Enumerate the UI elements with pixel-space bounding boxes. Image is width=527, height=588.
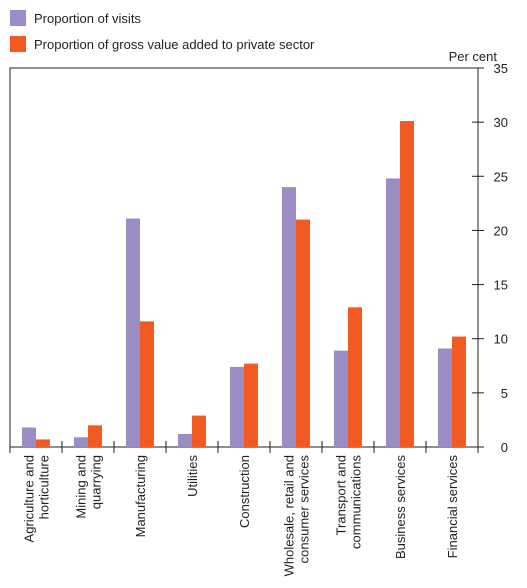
x-category-label-line: Mining and: [74, 455, 89, 519]
legend: Proportion of visits Proportion of gross…: [10, 8, 314, 60]
bar-gva-1: [88, 425, 102, 447]
x-category-label-line: quarrying: [89, 455, 104, 509]
x-category-label-line: horticulture: [37, 455, 52, 519]
x-category-label-line: Utilities: [185, 455, 200, 497]
bar-gva-4: [244, 363, 258, 447]
x-category-label: Wholesale, retail andconsumer services: [282, 455, 312, 577]
x-category-label: Manufacturing: [133, 455, 148, 537]
bar-visits-6: [334, 350, 348, 447]
y-tick-label: 20: [494, 223, 508, 238]
x-category-label: Transport andcommunications: [334, 455, 364, 549]
x-category-label-line: Financial services: [445, 455, 460, 559]
bar-visits-3: [178, 434, 192, 447]
y-axis-unit-label: Per cent: [448, 49, 497, 64]
x-category-label-line: Construction: [237, 455, 252, 528]
bar-visits-8: [438, 348, 452, 447]
y-tick-label: 10: [494, 332, 508, 347]
x-category-label-line: Transport and: [334, 455, 349, 535]
bar-gva-7: [400, 121, 414, 447]
x-category-label: Mining andquarrying: [74, 455, 104, 519]
bar-visits-5: [282, 187, 296, 447]
bar-visits-1: [74, 437, 88, 447]
bar-gva-6: [348, 307, 362, 447]
legend-item-gva: Proportion of gross value added to priva…: [10, 34, 314, 54]
legend-swatch-gva: [10, 36, 26, 52]
bar-visits-7: [386, 178, 400, 448]
bar-gva-3: [192, 415, 206, 447]
x-category-label: Agriculture andhorticulture: [22, 455, 52, 542]
legend-swatch-visits: [10, 10, 26, 26]
x-category-label-line: Wholesale, retail and: [282, 455, 297, 576]
legend-label-gva: Proportion of gross value added to priva…: [34, 36, 315, 52]
x-category-label-line: communications: [349, 455, 364, 549]
x-category-label-line: consumer services: [297, 455, 312, 564]
legend-label-visits: Proportion of visits: [34, 10, 141, 26]
bar-visits-2: [126, 218, 140, 447]
bar-visits-4: [230, 366, 244, 447]
y-tick-label: 25: [494, 169, 508, 184]
x-category-label-line: Agriculture and: [22, 455, 37, 542]
y-tick-label: 0: [501, 440, 508, 455]
bar-gva-5: [296, 219, 310, 447]
bar-gva-0: [36, 439, 50, 447]
y-tick-label: 5: [501, 386, 508, 401]
x-category-label: Utilities: [185, 455, 200, 497]
x-category-label: Construction: [237, 455, 252, 528]
bar-gva-2: [140, 321, 154, 447]
x-category-label: Business services: [393, 455, 408, 560]
y-tick-label: 30: [494, 115, 508, 130]
x-category-label-line: Business services: [393, 455, 408, 560]
bar-gva-8: [452, 336, 466, 447]
legend-item-visits: Proportion of visits: [10, 8, 314, 28]
y-tick-label: 15: [494, 278, 508, 293]
x-category-label: Financial services: [445, 455, 460, 559]
y-tick-label: 35: [494, 61, 508, 76]
x-category-label-line: Manufacturing: [133, 455, 148, 537]
bar-visits-0: [22, 427, 36, 447]
